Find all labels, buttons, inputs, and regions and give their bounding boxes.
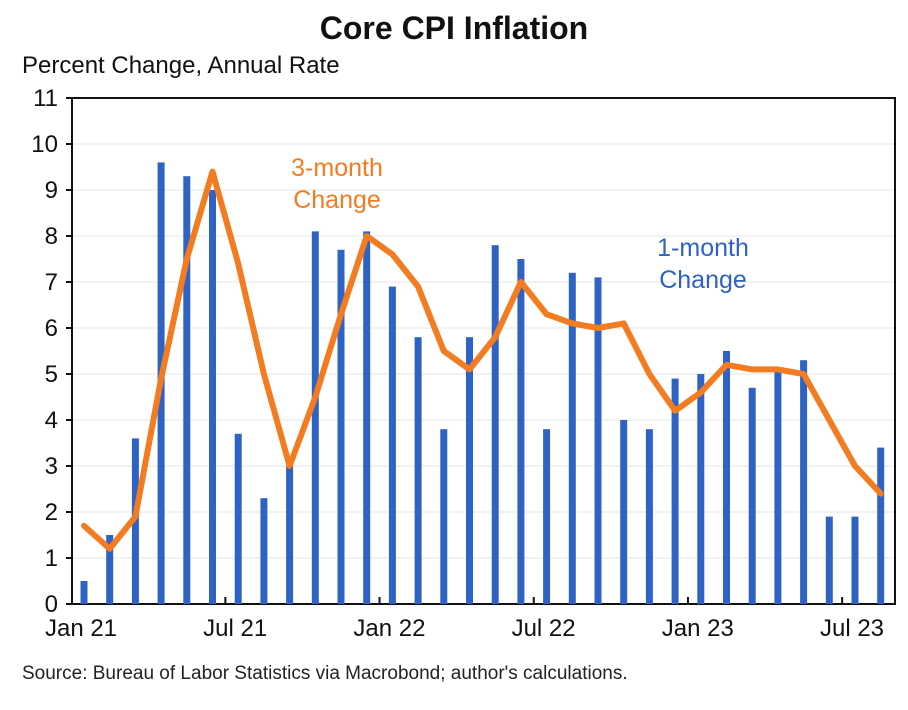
bar-oct-22 — [620, 420, 628, 604]
annotation-3-month: 3-month — [291, 154, 383, 182]
bar-feb-23 — [723, 351, 730, 604]
bar-sep-22 — [594, 277, 602, 604]
bar-jan-22 — [388, 286, 396, 604]
bar-nov-21 — [337, 249, 345, 605]
y-axis-label: Percent Change, Annual Rate — [22, 52, 340, 79]
x-tick-label: Jan 21 — [45, 615, 117, 642]
x-tick-label: Jan 22 — [353, 615, 425, 642]
y-tick-label: 1 — [45, 545, 58, 572]
source-note: Source: Bureau of Labor Statistics via M… — [22, 663, 628, 684]
bar-jun-23 — [825, 516, 833, 604]
y-tick-label: 2 — [45, 499, 58, 526]
bar-feb-21 — [106, 535, 114, 604]
y-tick-label: 4 — [45, 407, 58, 434]
bar-jul-21 — [234, 433, 242, 604]
y-tick-label: 5 — [45, 361, 58, 388]
x-tick-label: Jul 23 — [820, 615, 884, 642]
bar-mar-22 — [440, 429, 448, 604]
y-tick-label: 10 — [31, 131, 58, 158]
bar-oct-21 — [311, 231, 319, 604]
annotation-3-month: Change — [293, 186, 381, 214]
bar-may-21 — [183, 176, 191, 604]
bar-apr-23 — [774, 369, 782, 604]
y-tick-label: 9 — [45, 177, 58, 204]
y-tick-label: 0 — [45, 591, 58, 618]
bar-dec-21 — [363, 231, 371, 604]
bar-nov-22 — [645, 429, 653, 604]
bar-jun-21 — [209, 190, 216, 604]
bar-mar-23 — [748, 387, 756, 604]
x-tick-label: Jul 22 — [512, 615, 576, 642]
plot-frame — [71, 97, 896, 605]
bar-jul-23 — [851, 516, 859, 604]
bar-apr-22 — [466, 337, 473, 604]
bar-may-22 — [491, 245, 499, 604]
y-tick-label: 3 — [45, 453, 58, 480]
bar-jul-22 — [543, 429, 551, 604]
chart-title: Core CPI Inflation — [319, 10, 589, 46]
bar-aug-23 — [877, 447, 885, 604]
y-tick-label: 8 — [45, 223, 58, 250]
y-tick-label: 6 — [45, 315, 58, 342]
x-tick-label: Jan 23 — [662, 615, 734, 642]
bar-aug-22 — [568, 272, 576, 604]
y-tick-label: 11 — [33, 85, 58, 112]
bar-dec-22 — [671, 378, 679, 604]
annotation-1-month: 1-month — [657, 234, 749, 262]
bar-aug-21 — [260, 498, 268, 604]
bar-jan-21 — [80, 581, 88, 604]
bar-sep-21 — [286, 466, 294, 604]
bar-jan-23 — [697, 374, 705, 604]
x-tick-label: Jul 21 — [203, 615, 267, 642]
annotation-1-month: Change — [659, 266, 747, 294]
y-tick-label: 7 — [45, 269, 58, 296]
bar-may-23 — [800, 360, 808, 604]
line-3-month-change — [81, 168, 884, 552]
bar-feb-22 — [414, 337, 422, 604]
bar-jun-22 — [517, 259, 525, 604]
